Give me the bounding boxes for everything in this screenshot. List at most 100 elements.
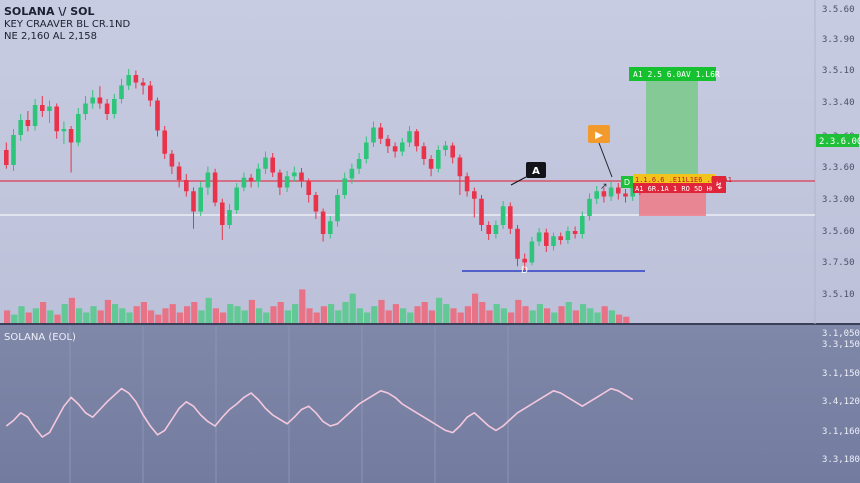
volume-bar	[493, 304, 500, 323]
take-profit-label-box	[629, 67, 716, 81]
volume-bar	[450, 308, 457, 323]
volume-bar	[306, 308, 313, 323]
volume-bar	[241, 310, 248, 323]
candle-body	[479, 198, 484, 225]
candle-body	[392, 146, 398, 152]
candle-body	[284, 176, 290, 188]
candle-body	[601, 191, 607, 197]
candle-body	[54, 106, 59, 132]
candle-body	[320, 211, 326, 234]
volume-bar	[356, 308, 363, 323]
candle-body	[97, 97, 103, 104]
volume-bar	[472, 293, 479, 323]
volume-bar	[184, 306, 191, 323]
indicator-tick-label: 3.3,150	[822, 340, 860, 350]
candle-body	[11, 135, 16, 165]
volume-bar	[313, 312, 320, 323]
candle-body	[565, 231, 571, 240]
volume-bar	[68, 297, 75, 323]
volume-bar	[133, 306, 140, 323]
candle-body	[256, 168, 261, 182]
volume-bar	[623, 316, 630, 323]
price-tick-label: 3.5.60	[822, 227, 855, 237]
price-tick-label: 3.3.40	[822, 98, 855, 108]
candle-body	[572, 231, 578, 234]
candle-body	[220, 202, 225, 225]
entry-label-box	[633, 174, 715, 184]
candle-body	[450, 145, 455, 158]
candle-body	[335, 195, 340, 222]
candle-body	[162, 130, 167, 154]
entry-tag-box	[621, 176, 633, 188]
volume-bar	[212, 308, 219, 323]
volume-bar	[126, 312, 133, 323]
volume-bar	[90, 306, 97, 323]
volume-bar	[558, 306, 565, 323]
candle-body	[248, 177, 254, 182]
volume-bars	[4, 289, 630, 323]
marker-a-box	[526, 162, 546, 178]
indicator-title: SOLANA (EOL)	[4, 332, 76, 343]
volume-bar	[270, 306, 277, 323]
volume-bar	[414, 306, 421, 323]
volume-bar	[104, 299, 111, 323]
volume-bar	[580, 304, 587, 323]
volume-bar	[47, 310, 54, 323]
stop-icon-box	[712, 176, 726, 193]
candle-body	[32, 105, 38, 126]
volume-bar	[220, 312, 227, 323]
stop-loss-zone	[639, 191, 706, 216]
candle-body	[112, 99, 117, 114]
marker-a-pointer	[510, 176, 527, 186]
candle-body	[414, 131, 419, 147]
volume-bar	[479, 302, 486, 323]
volume-bar	[515, 299, 522, 323]
volume-bar	[608, 310, 615, 323]
volume-bar	[364, 312, 371, 323]
volume-bar	[140, 302, 147, 323]
volume-bar	[4, 310, 11, 323]
volume-bar	[205, 297, 212, 323]
volume-bar	[18, 306, 25, 323]
volume-bar	[32, 308, 39, 323]
volume-bar	[551, 312, 558, 323]
price-tick-label: 3.3.00	[822, 195, 855, 205]
volume-bar	[457, 312, 464, 323]
candle-body	[126, 75, 131, 86]
candle-body	[299, 172, 304, 182]
candle-body	[436, 150, 441, 169]
indicator-tick-label: 3.3,180	[822, 455, 860, 465]
volume-bar	[198, 310, 205, 323]
candle-body	[328, 221, 333, 234]
candle-body	[529, 241, 535, 263]
candle-body	[457, 157, 463, 177]
symbol-title: SOLANA \/ SOL	[4, 5, 95, 18]
volume-bar	[256, 308, 263, 323]
candle-body	[119, 85, 124, 99]
volume-bar	[292, 304, 299, 323]
volume-bar	[162, 308, 169, 323]
candle-body	[558, 236, 563, 240]
price-tick-label: 3.5.60	[822, 5, 855, 15]
candle-body	[148, 85, 153, 101]
volume-bar	[169, 304, 176, 323]
take-profit-zone	[646, 80, 698, 179]
arrow-glyph: ↗	[600, 182, 608, 192]
volume-bar	[299, 289, 306, 323]
candle-body	[500, 206, 506, 225]
candle-body	[292, 172, 297, 177]
candle-body	[140, 82, 146, 86]
candle-body	[104, 103, 110, 114]
indicator-pane-bg[interactable]	[0, 324, 860, 483]
candle-body	[580, 216, 585, 234]
candle-body	[616, 187, 621, 194]
volume-bar	[371, 306, 378, 323]
volume-bar	[277, 302, 284, 323]
candle-body	[594, 191, 599, 199]
volume-bar	[500, 308, 507, 323]
candle-body	[400, 142, 405, 152]
oscillator-line	[5, 387, 634, 438]
chart-annotations[interactable]: A D ▶ ↗ A1 2.5 6.0AV 1.L6R D 1.1.6.6 .E11L1E6 …	[510, 67, 732, 276]
